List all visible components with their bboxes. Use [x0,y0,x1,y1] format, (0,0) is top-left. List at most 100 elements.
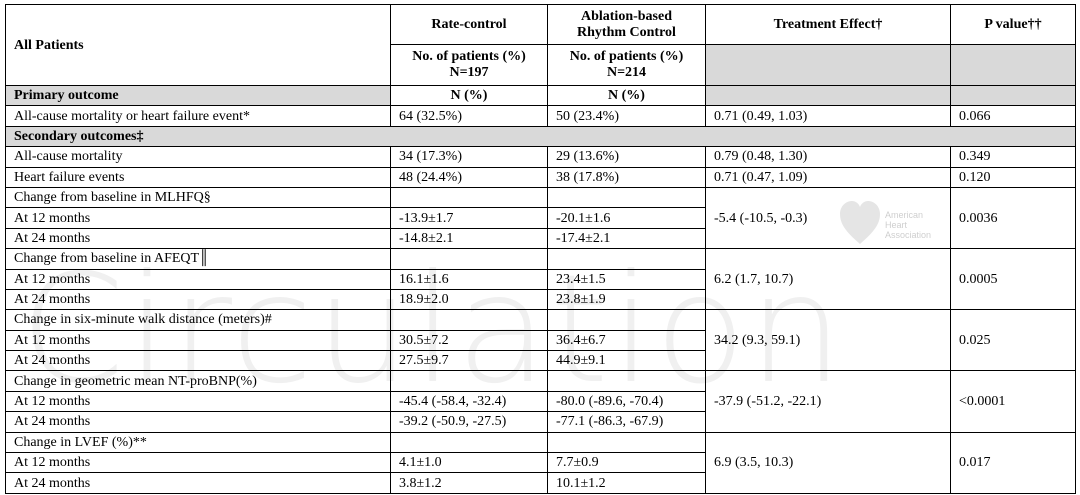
table-cell [390,248,548,270]
table-cell [390,186,548,209]
table-row: Primary outcome N (%) N (%) [5,84,1076,107]
table-cell: 0.71 (0.49, 1.03) [705,105,951,127]
table-row: All-cause mortality or heart failure eve… [5,105,1076,127]
table-row: Change in six-minute walk distance (mete… [5,309,1076,372]
table-cell: Ablation-based Rhythm Control [547,4,706,45]
table-cell: At 24 months [5,411,391,433]
table-cell: -5.4 (-10.5, -0.3) [705,186,951,250]
table-cell: No. of patients (%) N=214 [547,44,706,86]
table-cell: -17.4±2.1 [547,227,706,250]
table-cell: 0.0036 [950,186,1076,250]
table-cell: 23.8±1.9 [547,288,706,311]
table-cell: At 12 months [5,390,391,413]
table-cell: 6.2 (1.7, 10.7) [705,248,951,311]
cell-line: No. of patients (%) [412,49,526,64]
table-cell: 0.79 (0.48, 1.30) [705,146,951,168]
table-cell: <0.0001 [950,370,1076,433]
table-cell: At 12 months [5,268,391,290]
table-cell: 16.1±1.6 [390,268,548,290]
table-row: Change in geometric mean NT-proBNP(%) -37… [5,370,1076,433]
table-cell: 64 (32.5%) [390,105,548,127]
table-cell: All-cause mortality [5,146,391,168]
table-cell: Change in LVEF (%)** [5,431,391,454]
table-cell: 38 (17.8%) [547,166,706,188]
table-cell: 0.017 [950,431,1076,494]
table-row: At 24 months 3.8±1.2 10.1±1.2 [5,472,1076,494]
table-cell: -77.1 (-86.3, -67.9) [547,411,706,433]
table-cell: 10.1±1.2 [547,472,706,494]
table-cell: 4.1±1.0 [390,452,548,474]
table-row: Secondary outcomes‡ [5,125,1076,148]
table-cell: 34.2 (9.3, 59.1) [705,309,951,372]
table-cell: 0.120 [950,166,1076,188]
cell-line: No. of patients (%) [569,49,684,64]
table-cell: 23.4±1.5 [547,268,706,290]
table-cell: 29 (13.6%) [547,146,706,168]
table-row: At 24 months 27.5±9.7 44.9±9.1 [5,350,1076,372]
table-cell: 50 (23.4%) [547,105,706,127]
table-cell: 30.5±7.2 [390,329,548,352]
table-cell: N (%) [390,84,548,107]
table-cell: At 24 months [5,227,391,250]
table-cell: -20.1±1.6 [547,207,706,229]
table-cell: All-cause mortality or heart failure eve… [5,105,391,127]
table-row: At 12 months -13.9±1.7 -20.1±1.6 [5,207,1076,229]
table-cell: 0.0005 [950,248,1076,311]
table-cell: 0.025 [950,309,1076,372]
table-cell: Rate-control [390,4,548,45]
table-row: All-cause mortality 34 (17.3%) 29 (13.6%) 0… [5,146,1076,168]
table-cell [390,431,548,454]
table-cell: All Patients [5,4,391,86]
table-row: Heart failure events 48 (24.4%) 38 (17.8%)… [5,166,1076,188]
table-cell: Change in geometric mean NT-proBNP(%) [5,370,391,392]
table-cell [390,370,548,392]
table-cell: Change in six-minute walk distance (mete… [5,309,391,331]
table-row: Change from baseline in AFEQT║ 6.2 (1.7, … [5,248,1076,311]
table-cell: Treatment Effect† [705,4,951,45]
cell-line: Ablation-based [580,8,673,24]
table-cell: -13.9±1.7 [390,207,548,229]
table-cell: Secondary outcomes‡ [5,125,1076,148]
table-row: At 12 months 4.1±1.0 7.7±0.9 [5,452,1076,474]
table-cell: 48 (24.4%) [390,166,548,188]
table-cell [547,309,706,331]
cell-line: Rhythm Control [577,24,676,40]
table-cell: -80.0 (-89.6, -70.4) [547,390,706,413]
table-cell [547,186,706,209]
table-row: No. of patients (%) N=197 No. of patients … [6,44,1076,86]
table-cell: At 24 months [5,288,391,311]
results-table: All Patients Rate-control Ablation-based Rh… [5,4,1076,494]
table-cell: P value†† [950,4,1076,45]
table-cell [390,309,548,331]
table-cell: N (%) [547,84,706,107]
table-cell: 0.066 [950,105,1076,127]
table-cell: 44.9±9.1 [547,350,706,372]
table-cell: No. of patients (%) N=197 [390,44,548,86]
table-cell: 27.5±9.7 [390,350,548,372]
table-row: At 24 months 18.9±2.0 23.8±1.9 [5,288,1076,311]
table-cell: -45.4 (-58.4, -32.4) [390,390,548,413]
table-cell [547,431,706,454]
table-cell: 6.9 (3.5, 10.3) [705,431,951,494]
table-cell: -39.2 (-50.9, -27.5) [390,411,548,433]
table-cell: 0.349 [950,146,1076,168]
cell-line: N=214 [606,65,647,80]
table-cell: Change from baseline in AFEQT║ [5,248,391,270]
table-row: Change from baseline in MLHFQ§ -5.4 (-10.… [5,186,1076,250]
table-cell [950,44,1076,86]
table-cell: At 24 months [5,350,391,372]
table-cell: At 12 months [5,329,391,352]
table-cell: At 12 months [5,452,391,474]
table-cell: 34 (17.3%) [390,146,548,168]
cell-line: N=197 [449,65,489,80]
table-cell [705,84,951,107]
table-cell: At 12 months [5,207,391,229]
table-cell [705,44,951,86]
table-cell: Heart failure events [5,166,391,188]
table-cell: -37.9 (-51.2, -22.1) [705,370,951,433]
table-cell: 3.8±1.2 [390,472,548,494]
table-cell: 18.9±2.0 [390,288,548,311]
table-cell: -14.8±2.1 [390,227,548,250]
table-cell [547,248,706,270]
